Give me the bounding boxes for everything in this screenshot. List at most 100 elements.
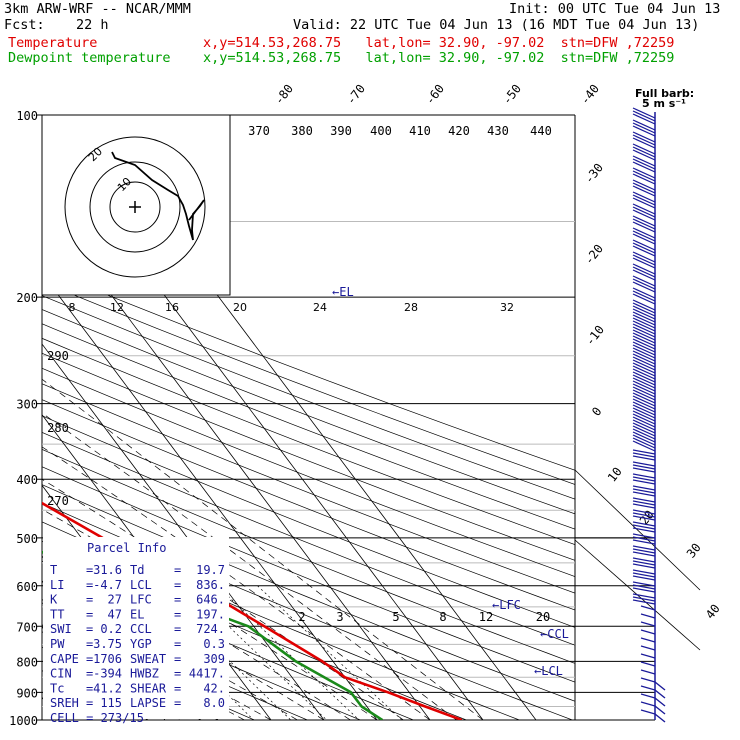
isotherm-label: -10 [583,323,607,349]
wind-barb [632,302,656,314]
dry-adiabat [42,323,575,530]
parcel-field-eq: = [174,681,181,695]
dry-adiabat [42,367,575,577]
wind-barb [632,149,656,161]
theta-label: 420 [448,124,470,138]
wind-barb [632,293,656,305]
lcl-marker: ←LCL [534,664,563,678]
dewpoint-profile [42,550,384,720]
hodograph-speed-label: 8 [69,301,76,314]
theta-label: 440 [530,124,552,138]
wind-barb [632,524,656,530]
wind-barb [632,209,656,221]
parcel-field-value: 309 [203,652,225,666]
wind-barb [632,473,656,479]
parcel-field-value: 41.2 [93,681,122,695]
wind-barb [632,263,656,275]
wind-barb [632,173,656,185]
parcel-field-value: 724. [196,622,225,636]
parcel-field-eq: = [174,667,181,681]
parcel-field-eq: = [174,622,181,636]
parcel-field-value: 115 [100,696,122,710]
wind-barb [632,167,656,179]
dry-adiabat [42,268,575,471]
parcel-field-value: 1706 [93,652,122,666]
wind-barb [632,350,656,362]
hodograph-speed-label: 28 [404,301,418,314]
isotherm-label: 0 [589,404,604,418]
parcel-field-eq: = [174,607,181,621]
wind-barb [632,545,656,551]
wind-barb [632,338,656,350]
parcel-field-value: 42. [203,681,225,695]
wind-barb [632,359,656,371]
wind-barb [632,344,656,356]
wind-barb [632,479,656,485]
wind-barb [632,485,656,491]
parcel-field-eq: = [86,652,93,666]
wind-barb [640,629,656,635]
wind-barb [632,434,656,446]
isotherm-label: -20 [582,242,606,268]
wind-barb [632,107,656,119]
wind-barb [632,368,656,380]
theta-label: 370 [248,124,270,138]
wind-barb [632,332,656,344]
wind-barb [632,386,656,398]
wind-barb [640,645,656,651]
moist-adiabat [42,378,484,720]
parcel-field-label: SHEAR [130,681,167,695]
theta-label: 400 [370,124,392,138]
parcel-field-eq: = [174,652,181,666]
wind-barb [632,404,656,416]
parcel-field-value: 27 [108,593,122,607]
el-marker: ←EL [332,285,354,299]
wind-barb [632,119,656,131]
wind-barb [640,685,656,691]
parcel-field-label: SWEAT [130,652,166,666]
dry-adiabat [42,466,575,683]
wind-barb [632,398,656,410]
mixing-ratio-line [257,585,403,720]
parcel-field-eq: = [86,667,93,681]
wind-barb [640,701,656,707]
wind-barb [640,661,656,667]
model-title: 3km ARW-WRF -- NCAR/MMM [4,1,191,17]
wind-barb [632,464,656,470]
wind-barb [632,194,656,206]
parcel-field-eq: = [86,696,93,710]
wind-barb [632,245,656,257]
wind-barb [632,374,656,386]
parcel-field-label: LFC [130,593,152,607]
wind-barb [632,335,656,347]
pressure-label: 1000 [9,714,38,728]
wind-barb [632,362,656,374]
temperature-legend: Temperature [8,35,98,51]
wind-barb [632,431,656,443]
ccl-marker: ←CCL [540,627,569,641]
wind-barb [632,389,656,401]
pressure-label: 700 [16,620,38,634]
wind-barb [632,413,656,425]
parcel-field-label: EL [130,607,144,621]
wind-barb [632,596,656,602]
isotherm-label: -80 [272,82,296,108]
wind-barb [632,536,656,542]
theta-label-left: 280 [47,421,69,435]
hodograph-ring [89,161,181,253]
wind-barb [654,697,666,707]
dry-adiabat [42,415,575,628]
parcel-field-value: 8.0 [203,696,225,710]
wind-barb [654,689,666,699]
parcel-field-eq: = [86,593,93,607]
wind-barb [632,365,656,377]
wind-barb [632,401,656,413]
dry-adiabat [42,281,575,485]
parcel-field-eq: = [174,696,181,710]
isotherm-label: -70 [344,82,368,108]
pressure-label: 900 [16,686,38,700]
parcel-field-value: 0.3 [203,637,225,651]
hodograph-speed-label: 12 [110,301,124,314]
wind-barb [632,311,656,323]
